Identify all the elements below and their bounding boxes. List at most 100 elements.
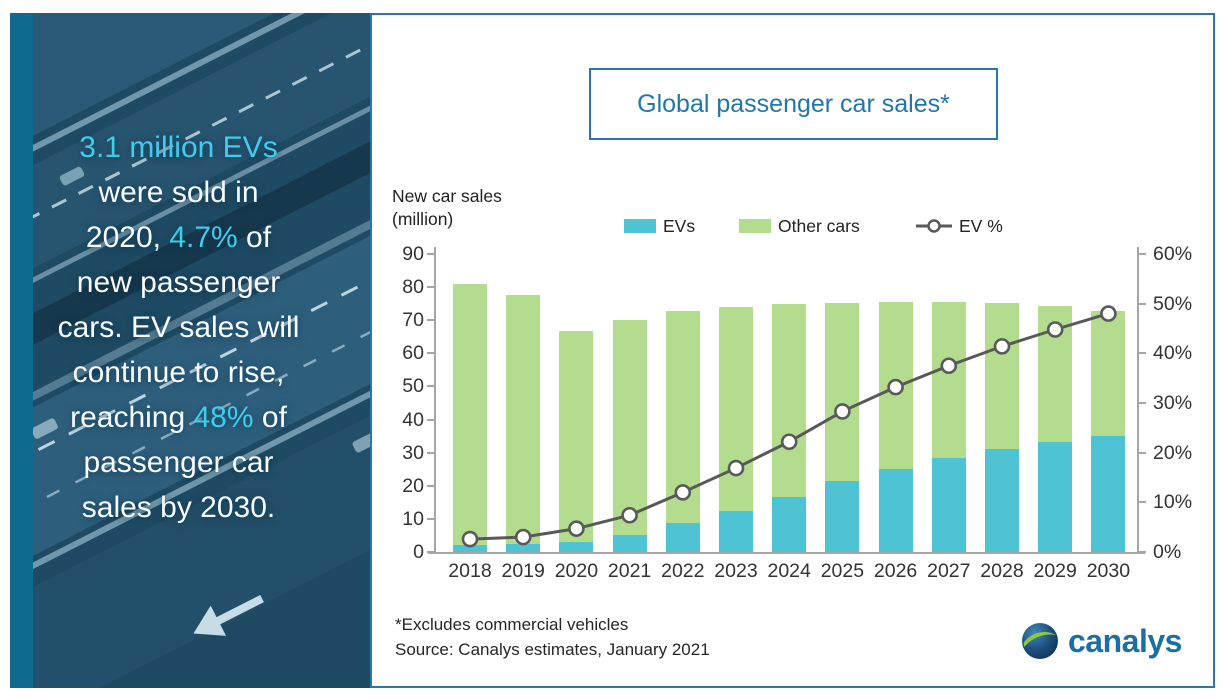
right-axis-tick [1139, 551, 1146, 553]
right-axis-tick [1139, 451, 1146, 454]
x-axis-line [428, 552, 1145, 554]
x-axis-tick-label: 2027 [927, 560, 971, 582]
bar-other-cars-2027 [931, 302, 966, 459]
right-axis-tick-label: 20% [1153, 441, 1193, 464]
bar-other-cars-2026 [878, 302, 913, 470]
bar-other-cars-2022 [665, 311, 700, 524]
left-axis-tick-label: 60 [402, 342, 424, 365]
legend-item-ev-percent: EV % [916, 215, 1003, 236]
right-axis-tick-label: 0% [1153, 541, 1182, 563]
left-axis-tick [427, 484, 434, 487]
bar-evs-2022 [665, 523, 700, 552]
bar-evs-2029 [1038, 441, 1073, 552]
x-axis-tick-label: 2024 [767, 560, 811, 582]
callout-line: new passenger [76, 266, 281, 299]
bar-other-cars-2024 [772, 304, 807, 498]
right-axis-tick-label: 60% [1153, 243, 1193, 265]
x-axis-tick-label: 2029 [1033, 560, 1077, 582]
right-axis-tick-label: 30% [1153, 392, 1193, 414]
bar-evs-2019 [506, 544, 541, 552]
photo-panel: 3.1 million EVs were sold in 2020, 4.7% of… [10, 13, 370, 688]
left-axis-tick [427, 253, 434, 255]
x-axis-tick-label: 2030 [1086, 560, 1131, 582]
right-axis-tick [1139, 302, 1146, 305]
right-axis-line [1137, 247, 1139, 554]
bar-other-cars-2023 [719, 306, 753, 511]
x-axis-tick-label: 2019 [501, 560, 545, 582]
bar-other-cars-2028 [985, 303, 1019, 450]
left-axis-tick [427, 286, 434, 289]
left-axis-tick [427, 319, 434, 322]
highway-photo-illustration [33, 13, 370, 688]
legend-item-other-cars: Other cars [739, 215, 860, 236]
x-axis-tick-label: 2026 [873, 560, 918, 582]
x-axis-tick-label: 2025 [820, 560, 865, 582]
x-axis-tick-label: 2022 [661, 560, 705, 582]
left-axis-tick-label: 10 [402, 507, 424, 530]
legend-label-other-cars: Other cars [778, 215, 860, 236]
right-axis-tick-label: 50% [1153, 292, 1193, 315]
left-axis-tick-label: 70 [402, 309, 424, 332]
callout-line: reaching 48% of [70, 401, 287, 434]
bar-evs-2027 [931, 458, 966, 552]
bar-other-cars-2019 [506, 295, 541, 545]
callout-line: were sold in [98, 176, 259, 209]
y-axis-title: New car sales (million) [392, 186, 502, 229]
bar-evs-2030 [1091, 436, 1126, 552]
left-axis-tick [427, 352, 434, 355]
other-cars-swatch [739, 219, 771, 233]
callout-line: continue to rise, [72, 356, 285, 389]
x-axis-tick-label: 2023 [714, 560, 758, 582]
footnotes: *Excludes commercial vehicles Source: Ca… [395, 612, 710, 662]
left-axis-tick [427, 418, 434, 421]
ev-percent-line-marker-icon [916, 219, 952, 233]
right-axis-tick [1139, 402, 1146, 404]
bar-other-cars-2018 [453, 283, 487, 546]
legend-label-ev-percent: EV % [959, 215, 1003, 236]
bar-other-cars-2030 [1091, 311, 1126, 437]
road-arrow [193, 594, 264, 636]
bar-evs-2021 [612, 534, 647, 552]
left-axis-tick [427, 451, 434, 454]
x-axis-tick-label: 2020 [554, 560, 599, 582]
callout-line: 3.1 million EVs [79, 131, 278, 164]
callout-line: passenger car [83, 446, 274, 479]
bar-other-cars-2021 [612, 319, 647, 535]
bar-evs-2023 [719, 510, 753, 552]
right-axis-tick [1139, 501, 1146, 504]
left-accent-stripe [10, 13, 33, 688]
left-axis-tick [427, 551, 434, 553]
left-axis-tick-label: 40 [402, 408, 424, 431]
left-axis-tick-label: 30 [402, 441, 424, 464]
evs-swatch [624, 219, 656, 233]
canalys-wordmark: canalys [1068, 622, 1182, 659]
legend-item-evs: EVs [624, 215, 696, 236]
canalys-logo: canalys [1020, 621, 1182, 661]
highway-aerial-photo [33, 13, 370, 688]
right-axis-tick [1139, 352, 1146, 355]
x-axis-tick-label: 2018 [448, 560, 492, 582]
chart-panel: Global passenger car sales* New car sale… [370, 13, 1215, 688]
chart-title-box: Global passenger car sales* [589, 68, 998, 140]
callout-line: cars. EV sales will [57, 311, 300, 344]
callout-text: 3.1 million EVs were sold in 2020, 4.7% of… [10, 125, 347, 530]
left-axis-tick-label: 80 [402, 276, 424, 299]
bar-other-cars-2029 [1038, 305, 1073, 442]
left-axis-tick [427, 385, 434, 388]
footnote-asterisk: *Excludes commercial vehicles [395, 615, 629, 634]
legend-label-evs: EVs [663, 215, 696, 236]
callout-line: 2020, 4.7% of [85, 221, 272, 254]
left-axis-tick-label: 50 [402, 375, 424, 398]
bar-other-cars-2025 [825, 302, 860, 482]
x-axis-tick-label: 2021 [607, 560, 652, 582]
callout-line: sales by 2030. [81, 491, 276, 524]
left-axis-tick-label: 90 [402, 243, 424, 265]
chart-title: Global passenger car sales* [637, 89, 950, 118]
bar-evs-2018 [453, 545, 487, 552]
right-axis-tick [1139, 253, 1146, 255]
left-axis-tick [427, 517, 434, 520]
x-axis-tick-label: 2028 [980, 560, 1024, 582]
left-axis-tick-label: 20 [402, 474, 424, 497]
bar-evs-2026 [878, 469, 913, 552]
